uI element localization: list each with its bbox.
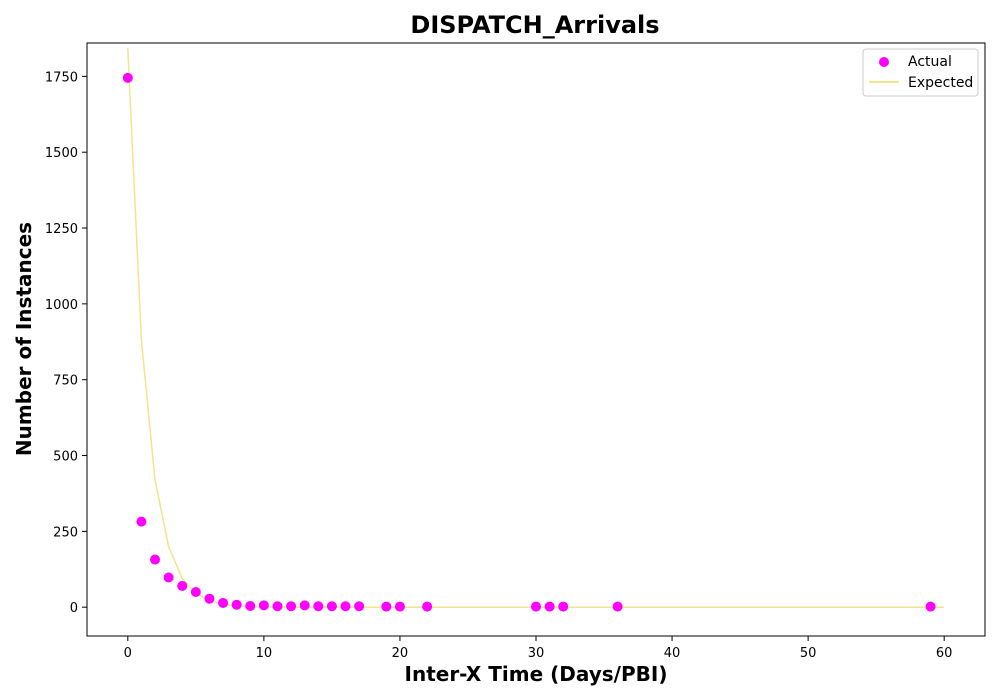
actual-point (544, 601, 555, 612)
y-tick-label: 1000 (45, 298, 78, 313)
y-tick-label: 500 (53, 450, 78, 465)
actual-point (177, 580, 188, 591)
actual-point (122, 72, 133, 83)
actual-point (558, 601, 569, 612)
y-tick-label: 1250 (45, 222, 78, 237)
actual-point (231, 599, 242, 610)
x-tick-label: 30 (528, 646, 545, 661)
x-tick-label: 60 (936, 646, 953, 661)
expected-line (127, 48, 945, 608)
actual-point (340, 601, 351, 612)
actual-point (258, 600, 269, 611)
legend-label-expected: Expected (908, 75, 973, 91)
y-tick-label: 250 (53, 525, 78, 540)
y-tick-label: 750 (53, 374, 78, 389)
y-tick-label: 1500 (45, 146, 78, 161)
series-layer (122, 48, 945, 612)
actual-point (150, 554, 161, 565)
actual-point (286, 601, 297, 612)
actual-point (163, 572, 174, 583)
x-tick-label: 10 (256, 646, 273, 661)
actual-point (612, 601, 623, 612)
actual-point (204, 593, 215, 604)
actual-point (925, 601, 936, 612)
actual-point (354, 601, 365, 612)
actual-point (272, 601, 283, 612)
y-tick-label: 1750 (45, 70, 78, 85)
legend: Actual Expected (862, 48, 979, 97)
legend-label-actual: Actual (908, 54, 952, 70)
x-axis: 0 10 20 30 40 50 60 (124, 636, 953, 661)
actual-point (299, 600, 310, 611)
x-tick-label: 0 (124, 646, 132, 661)
x-tick-label: 40 (664, 646, 681, 661)
x-axis-title: Inter-X Time (Days/PBI) (405, 662, 668, 686)
actual-point (190, 587, 201, 598)
actual-point (422, 601, 433, 612)
actual-point (326, 601, 337, 612)
legend-marker-actual (879, 57, 889, 67)
x-tick-label: 50 (800, 646, 817, 661)
actual-point (381, 601, 392, 612)
actual-point (136, 516, 147, 527)
actual-point (531, 601, 541, 612)
x-tick-label: 20 (392, 646, 409, 661)
chart-title: DISPATCH_Arrivals (410, 11, 659, 39)
plot-frame (86, 42, 986, 637)
actual-point (218, 597, 229, 608)
y-axis-title: Number of Instances (12, 222, 36, 456)
actual-point (245, 600, 256, 611)
y-tick-label: 0 (70, 601, 78, 616)
actual-point (313, 601, 324, 612)
legend-frame (862, 48, 979, 97)
y-axis: 0 250 500 750 1000 1250 1500 1750 (45, 70, 87, 616)
actual-point (394, 601, 405, 612)
